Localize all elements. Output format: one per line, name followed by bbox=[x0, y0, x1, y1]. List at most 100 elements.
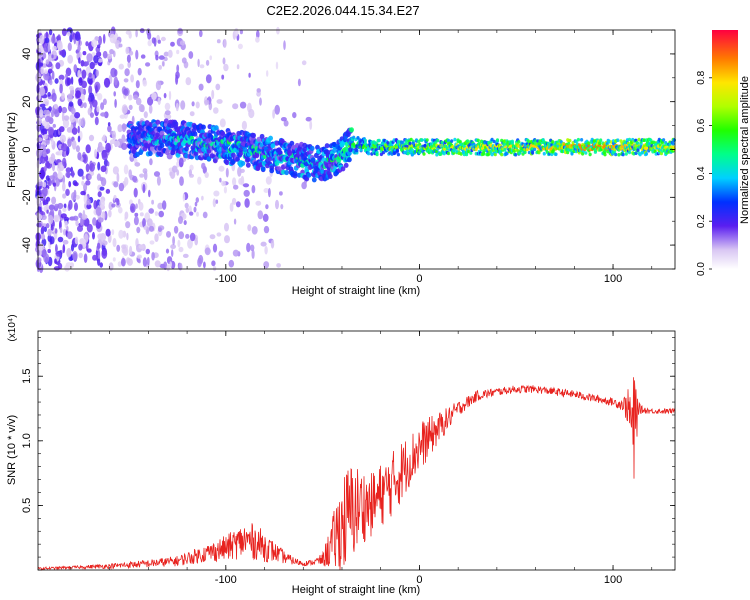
spectrogram-cell bbox=[163, 92, 167, 99]
spectrogram-cell bbox=[224, 235, 230, 244]
spectrogram-cell bbox=[108, 209, 112, 218]
snr-y-ticks: 0.5 1.0 1.5 bbox=[21, 337, 675, 571]
spectrogram-cell bbox=[220, 130, 226, 136]
spectrogram-cell bbox=[59, 227, 63, 234]
spectrogram-cell bbox=[147, 31, 152, 40]
spectrogram-cell bbox=[113, 181, 119, 188]
spectrogram-cell bbox=[54, 215, 59, 223]
spectrogram-cell bbox=[63, 203, 67, 209]
spectrogram-cell bbox=[644, 152, 649, 156]
spectrogram-cell bbox=[62, 239, 69, 245]
spectrogram-cell bbox=[517, 140, 521, 144]
spectrogram-cell bbox=[260, 166, 266, 172]
spectrogram-cell bbox=[50, 153, 56, 163]
spectrogram-cell bbox=[77, 168, 84, 177]
spectrogram-cell bbox=[151, 251, 155, 261]
spectrogram-cell bbox=[97, 191, 102, 198]
spectrogram-cell bbox=[94, 116, 99, 126]
spectrogram-cell bbox=[175, 102, 179, 112]
spectrogram-cell bbox=[276, 26, 280, 35]
spectrogram-cell bbox=[255, 36, 260, 43]
spectrogram-cell bbox=[637, 137, 641, 142]
spectrogram-x-ticks: -100 0 100 bbox=[70, 30, 653, 285]
spectrogram-cell bbox=[62, 207, 67, 212]
spectrogram-cell bbox=[59, 83, 63, 94]
spectrogram-cell bbox=[212, 243, 218, 253]
spectrogram-cell bbox=[189, 111, 195, 117]
spectrogram-cell bbox=[408, 141, 412, 146]
colorbar-tick-label: 0.0 bbox=[696, 262, 707, 276]
spectrogram-cell bbox=[47, 43, 51, 53]
spectrogram-cell bbox=[48, 29, 53, 36]
spectrogram-cell bbox=[189, 232, 196, 242]
spectrogram-cell bbox=[269, 168, 275, 174]
spectrogram-cell bbox=[137, 67, 142, 76]
x-tick-label: -100 bbox=[215, 273, 237, 285]
spectrogram-cell bbox=[259, 97, 262, 106]
spectrogram-cell bbox=[143, 170, 148, 181]
spectrogram-cell bbox=[116, 244, 121, 252]
spectrogram-cell bbox=[233, 184, 239, 190]
spectrogram-cell bbox=[100, 112, 107, 117]
spectrogram-cell bbox=[92, 217, 97, 226]
spectrogram-cell bbox=[162, 61, 165, 67]
spectrogram-cell bbox=[363, 138, 367, 143]
spectrogram-cell bbox=[77, 45, 81, 52]
spectrogram-cell bbox=[170, 41, 175, 47]
spectrogram-cell bbox=[124, 176, 129, 186]
spectrogram-cell bbox=[54, 109, 60, 118]
spectrogram-cell bbox=[50, 137, 54, 146]
spectrogram-cell bbox=[223, 186, 227, 194]
spectrogram-cell bbox=[233, 218, 237, 225]
spectrogram-cell bbox=[218, 250, 224, 258]
spectrogram-cell bbox=[178, 157, 184, 168]
spectrogram-cell bbox=[43, 206, 47, 211]
spectrogram-cell bbox=[184, 202, 189, 209]
spectrogram-cell bbox=[212, 198, 217, 208]
spectrogram-cell bbox=[61, 143, 68, 152]
spectrogram-cell bbox=[99, 176, 104, 182]
spectrogram-cell bbox=[66, 231, 73, 240]
spectrogram-cell bbox=[81, 80, 87, 89]
spectrogram-cell bbox=[87, 97, 91, 102]
snr-frame bbox=[37, 330, 676, 571]
spectrogram-cell bbox=[505, 151, 509, 156]
spectrogram-cell bbox=[436, 138, 440, 143]
spectrogram-cell bbox=[133, 216, 139, 226]
spectrogram-cell bbox=[61, 92, 65, 100]
x-tick-label: -100 bbox=[215, 574, 237, 586]
spectrogram-cell bbox=[270, 143, 276, 149]
spectrogram-cell bbox=[598, 141, 602, 145]
spectrogram-cell bbox=[74, 31, 81, 41]
spectrogram-cell bbox=[112, 257, 116, 262]
spectrogram-cell bbox=[62, 244, 66, 254]
spectrogram-cell bbox=[251, 226, 258, 235]
colorbar-tick-label: 0.8 bbox=[696, 70, 707, 84]
spectrogram-cell bbox=[45, 31, 49, 39]
spectrogram-cell bbox=[256, 136, 262, 142]
spectrogram-cell bbox=[158, 227, 162, 233]
spectrogram-cell bbox=[80, 117, 86, 128]
spectrogram-cell bbox=[124, 68, 130, 77]
spectrogram-cell bbox=[140, 104, 145, 113]
spectrogram-cell bbox=[56, 40, 63, 50]
spectrogram-cell bbox=[47, 248, 51, 254]
figure-title: C2E2.2026.044.15.34.E27 bbox=[266, 3, 419, 18]
spectrogram-cell bbox=[101, 211, 106, 220]
spectrogram-cell bbox=[86, 53, 93, 63]
spectrogram-cell bbox=[83, 102, 87, 109]
spectrogram-cell bbox=[343, 162, 349, 168]
spectrogram-cell bbox=[57, 236, 64, 243]
spectrogram-cell bbox=[98, 35, 102, 46]
spectrogram-cell bbox=[88, 174, 92, 180]
spectrogram-cell bbox=[53, 103, 59, 109]
spectrogram-cell bbox=[41, 248, 46, 257]
spectrogram-cell bbox=[581, 152, 585, 156]
spectrogram-cell bbox=[182, 253, 189, 258]
spectrogram-cell bbox=[91, 39, 98, 48]
spectrogram-cell bbox=[240, 160, 246, 166]
spectrogram-cell bbox=[187, 238, 193, 249]
spectrogram-cell bbox=[82, 51, 87, 56]
spectrogram-panel: -100 0 100 -40 -20 0 20 40 Height of straight … bbox=[6, 26, 676, 297]
spectrogram-cell bbox=[100, 102, 105, 110]
